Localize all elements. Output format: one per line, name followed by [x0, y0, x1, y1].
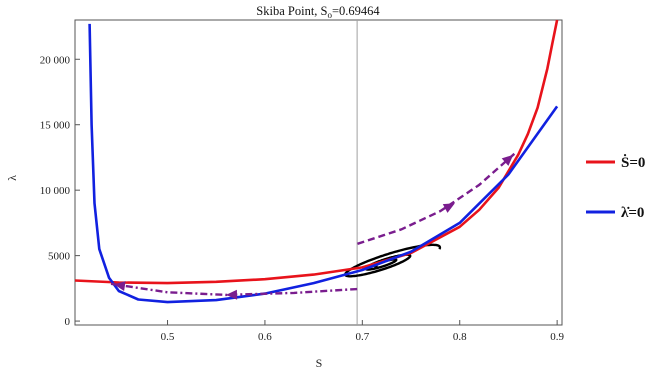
x-tick-label: 0.7: [355, 331, 369, 343]
arrow-upper-1: [442, 203, 455, 213]
y-tick-label: 20 000: [40, 54, 71, 66]
y-axis-title: λ: [5, 175, 19, 181]
upper-stable-trajectory: [357, 151, 517, 245]
x-tick-label: 0.8: [453, 331, 467, 343]
y-tick-label: 0: [65, 316, 71, 328]
legend: Ṡ=0 λ̇=0: [586, 154, 645, 221]
arrow-upper-2: [501, 154, 514, 166]
chart-title: Skiba Point, So=0.69464: [256, 4, 380, 20]
legend-label-lambda-dot: λ̇=0: [621, 205, 644, 221]
lambda-dot-zero-curve: [88, 23, 559, 304]
s-dot-zero-curve: [74, 19, 559, 285]
y-tick-label: 5000: [48, 251, 71, 263]
x-tick-label: 0.6: [258, 331, 272, 343]
x-tick-label: 0.9: [550, 331, 564, 343]
legend-label-s-dot: Ṡ=0: [621, 154, 645, 171]
x-axis-title: S: [316, 356, 323, 370]
y-tick-label: 10 000: [40, 185, 71, 197]
y-tick-label: 15 000: [40, 120, 71, 132]
arrow-lower-2: [226, 289, 238, 300]
arrow-lower-1: [114, 281, 126, 291]
x-tick-label: 0.5: [161, 331, 175, 343]
plot-frame: [74, 19, 563, 326]
